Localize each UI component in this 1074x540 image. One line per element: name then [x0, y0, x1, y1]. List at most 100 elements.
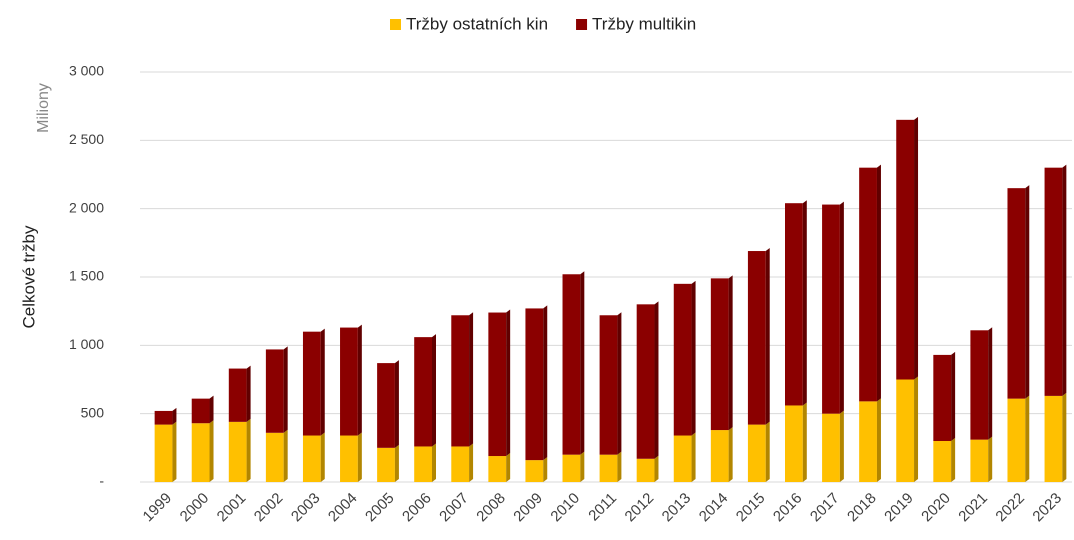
bar-side	[320, 432, 325, 482]
bar-side	[431, 334, 436, 447]
bar-side	[543, 457, 548, 482]
bar	[822, 204, 840, 414]
bar-side	[469, 312, 474, 447]
x-tick-label: 2015	[733, 490, 769, 526]
bar	[859, 167, 877, 402]
bar	[191, 423, 210, 482]
bar	[414, 446, 432, 482]
bar	[451, 446, 470, 482]
x-tick-label: 1999	[140, 490, 176, 526]
x-tick-label: 2022	[992, 490, 1028, 526]
x-tick-label: 2019	[881, 490, 917, 526]
bar	[414, 337, 432, 447]
bar-side	[506, 309, 511, 457]
x-tick-label: 2020	[918, 490, 954, 526]
bar	[451, 315, 470, 447]
x-tick-label: 2001	[214, 490, 250, 526]
bar-side	[172, 407, 177, 425]
bar-side	[839, 410, 844, 482]
bar-side	[988, 436, 993, 482]
bar	[822, 413, 840, 482]
x-tick-label: 2007	[436, 490, 472, 526]
bar	[228, 368, 247, 422]
bar-side	[469, 443, 474, 482]
bar	[488, 456, 507, 482]
bar	[377, 363, 395, 448]
bar	[1044, 395, 1063, 482]
bar	[636, 304, 655, 459]
bar-side	[580, 271, 585, 455]
bar	[970, 330, 989, 440]
bar	[933, 354, 952, 441]
x-tick-label: 2003	[288, 490, 324, 526]
y-tick-label: 1 000	[69, 336, 104, 352]
y-tick-label: 500	[81, 404, 105, 420]
bar-side	[1025, 395, 1030, 482]
bar-side	[246, 418, 251, 482]
bar-side	[802, 200, 807, 406]
bar-side	[802, 402, 807, 482]
bar	[154, 410, 173, 425]
bar	[265, 349, 284, 433]
bar-side	[839, 201, 844, 414]
bar-side	[172, 421, 177, 482]
bar-side	[691, 280, 696, 436]
bar-side	[914, 116, 919, 380]
bar	[710, 278, 729, 431]
bar-side	[728, 275, 733, 431]
legend-label: Tržby ostatních kin	[406, 14, 548, 33]
x-tick-label: 2013	[659, 490, 695, 526]
bar-side	[320, 328, 325, 436]
x-tick-label: 2012	[622, 490, 658, 526]
bar	[1007, 188, 1026, 399]
bar-side	[654, 301, 659, 459]
bar-side	[209, 420, 214, 482]
legend-label: Tržby multikin	[592, 14, 696, 33]
bar	[562, 454, 581, 482]
x-tick-label: 2010	[547, 490, 583, 526]
bar-side	[876, 164, 881, 402]
bar-side	[765, 248, 770, 425]
bar	[1044, 167, 1063, 396]
bar	[377, 447, 395, 482]
bar	[599, 454, 618, 482]
bar-side	[246, 365, 251, 422]
bar	[191, 398, 210, 424]
bar	[710, 430, 729, 482]
bar-side	[951, 351, 956, 441]
y-tick-label: 2 500	[69, 131, 104, 147]
bar	[747, 424, 766, 482]
bar-side	[357, 324, 362, 436]
bar-side	[580, 451, 585, 482]
bar	[933, 441, 952, 482]
x-tick-label: 2005	[362, 490, 398, 526]
bar-side	[914, 376, 919, 482]
x-tick-label: 2023	[1029, 490, 1065, 526]
bar	[154, 424, 173, 482]
bar-side	[1062, 164, 1067, 396]
x-tick-label: 2008	[473, 490, 509, 526]
bar-side	[209, 395, 214, 424]
bar	[525, 308, 544, 461]
x-tick-label: 2004	[325, 490, 361, 526]
bar-side	[283, 429, 288, 482]
x-tick-label: 2016	[770, 490, 806, 526]
bar	[525, 460, 544, 482]
bar	[673, 283, 692, 436]
bar	[302, 435, 321, 482]
bar-side	[765, 421, 770, 482]
legend-swatch	[390, 19, 401, 30]
bar	[896, 379, 915, 482]
x-tick-label: 2011	[585, 490, 620, 525]
bar	[785, 203, 803, 406]
x-tick-label: 2006	[399, 490, 435, 526]
bar-side	[691, 432, 696, 482]
x-tick-label: 2009	[510, 490, 546, 526]
y-tick-label: 3 000	[69, 63, 104, 79]
bar	[340, 327, 358, 436]
bar-side	[394, 444, 399, 482]
bar-side	[951, 438, 956, 482]
bar-side	[543, 305, 548, 461]
